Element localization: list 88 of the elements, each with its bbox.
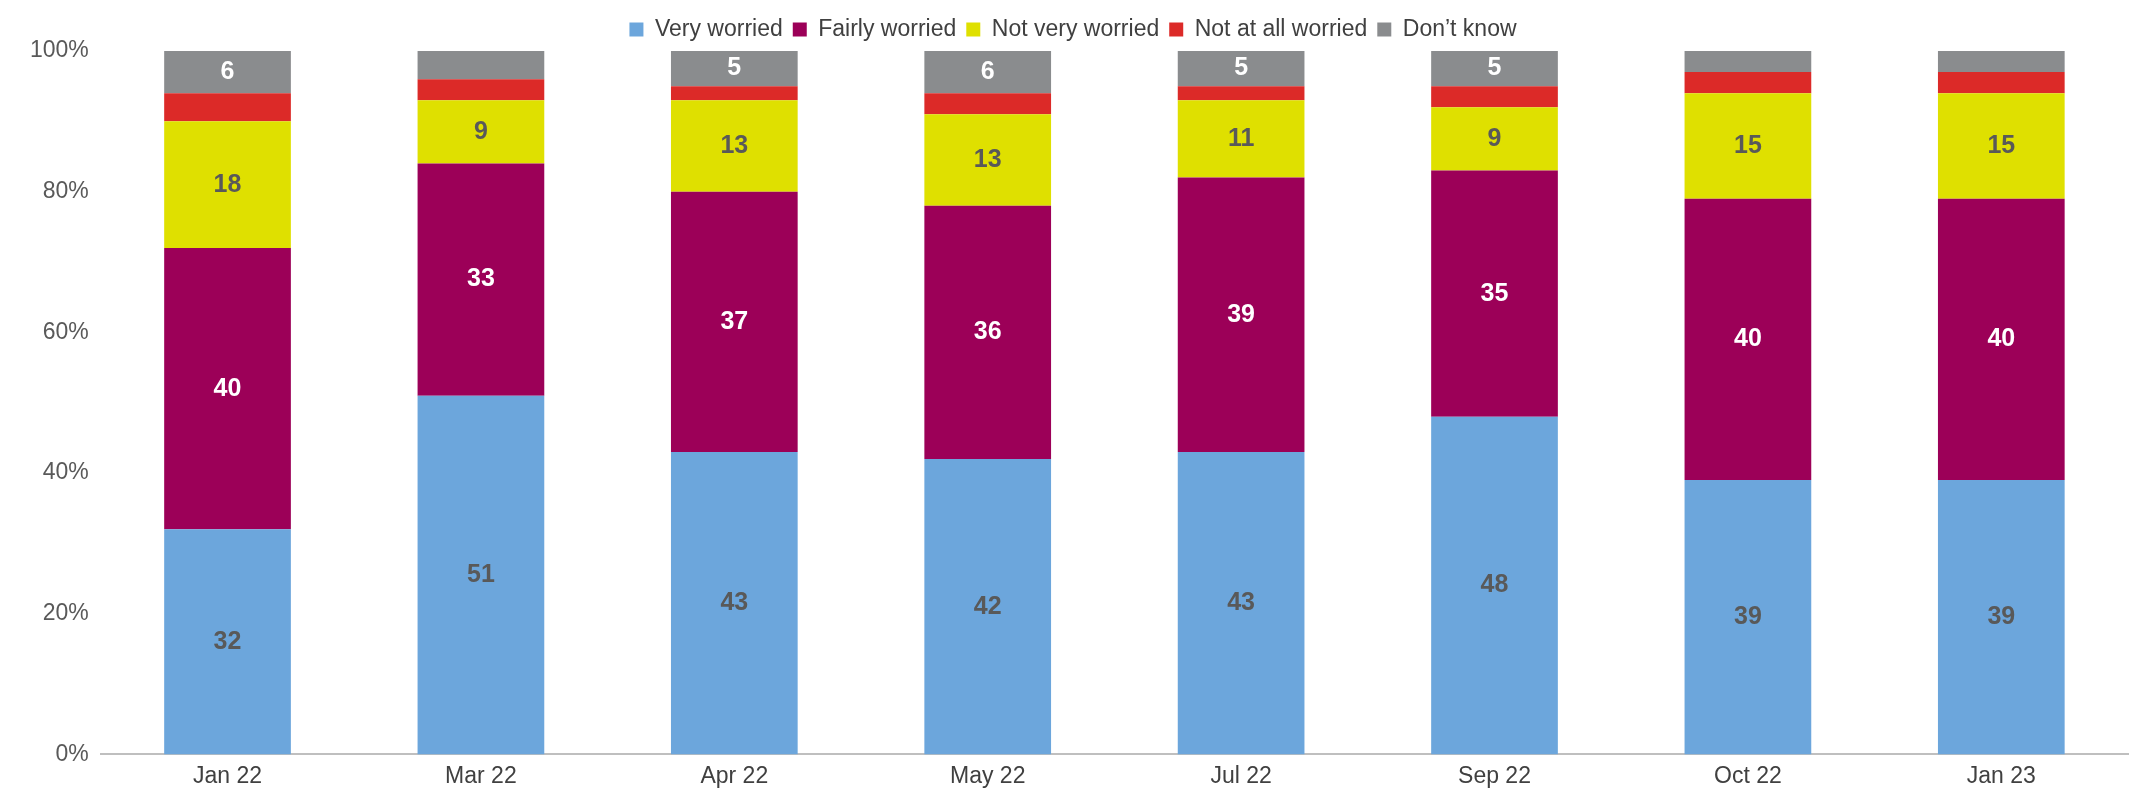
x-tick-label: Mar 22 xyxy=(445,761,517,788)
data-label: 9 xyxy=(1487,122,1502,151)
data-label: 51 xyxy=(467,558,495,587)
bar xyxy=(1431,86,1558,108)
bar xyxy=(417,163,545,396)
x-tick-label: Apr 22 xyxy=(700,761,769,788)
bar xyxy=(164,51,291,94)
data-label: 37 xyxy=(720,305,749,334)
legend-label: Not at all worried xyxy=(1194,14,1368,41)
bar xyxy=(1937,480,2065,755)
data-label: 40 xyxy=(213,372,242,401)
bar xyxy=(417,51,545,80)
bar xyxy=(924,114,1052,206)
bar xyxy=(670,451,798,755)
data-label: 39 xyxy=(1734,601,1762,630)
y-tick-label: 80% xyxy=(42,177,89,204)
legend-label: Don’t know xyxy=(1402,14,1517,41)
y-tick-label: 20% xyxy=(42,599,89,626)
legend-label: Fairly worried xyxy=(818,14,957,41)
y-tick-label: 100% xyxy=(30,36,89,63)
bar xyxy=(164,247,291,530)
data-label: 39 xyxy=(1987,601,2016,630)
data-label: 13 xyxy=(720,129,749,158)
bar xyxy=(1431,51,1558,87)
data-label: 6 xyxy=(980,55,995,84)
bar xyxy=(1684,198,1812,481)
bar xyxy=(1431,170,1558,417)
x-tick-label: Jan 23 xyxy=(1966,761,2036,788)
bar xyxy=(1431,107,1558,171)
bar xyxy=(1431,416,1558,755)
data-label: 11 xyxy=(1227,122,1255,151)
data-label: 42 xyxy=(973,590,1002,619)
data-label: 39 xyxy=(1227,298,1256,327)
data-label: 5 xyxy=(1234,52,1249,81)
x-tick-label: Sep 22 xyxy=(1458,761,1531,788)
data-label: 18 xyxy=(213,168,242,197)
data-label: 15 xyxy=(1734,129,1762,158)
data-label: 43 xyxy=(1227,587,1256,616)
bar xyxy=(1684,93,1812,199)
bar xyxy=(1177,177,1305,452)
bar xyxy=(1684,72,1812,94)
data-label: 48 xyxy=(1480,569,1509,598)
bar xyxy=(1177,86,1305,101)
bar xyxy=(670,191,798,452)
legend-label: Not very worried xyxy=(991,14,1160,41)
data-label: 5 xyxy=(727,52,742,81)
bar xyxy=(417,79,545,101)
bar xyxy=(417,395,545,755)
bar xyxy=(1177,100,1305,178)
y-tick-label: 0% xyxy=(55,739,89,766)
data-label: 33 xyxy=(467,263,495,292)
bar xyxy=(924,458,1052,755)
bar xyxy=(924,205,1052,459)
bar xyxy=(1937,51,2065,73)
bar xyxy=(1937,93,2065,199)
bar xyxy=(670,51,798,87)
y-tick-label: 40% xyxy=(42,458,89,485)
data-label: 32 xyxy=(213,625,242,654)
bar xyxy=(1937,72,2065,94)
x-tick-label: Jul 22 xyxy=(1210,761,1272,788)
bar xyxy=(924,93,1052,115)
bar xyxy=(670,100,798,192)
bar xyxy=(1177,51,1305,87)
data-label: 40 xyxy=(1734,323,1762,352)
data-label: 5 xyxy=(1487,52,1502,81)
data-label: 9 xyxy=(473,115,488,144)
legend-label: Very worried xyxy=(654,14,783,41)
x-tick-label: Oct 22 xyxy=(1714,761,1782,788)
bar xyxy=(1684,480,1812,755)
bar xyxy=(1937,198,2065,481)
bar xyxy=(924,51,1052,94)
bar xyxy=(417,100,545,164)
data-label: 13 xyxy=(973,143,1002,172)
data-label: 15 xyxy=(1987,129,2016,158)
bar xyxy=(670,86,798,101)
x-tick-label: May 22 xyxy=(950,761,1026,788)
bar xyxy=(164,529,291,755)
data-label: 35 xyxy=(1480,277,1509,306)
bar xyxy=(1684,51,1812,73)
bar xyxy=(164,121,291,248)
bar xyxy=(164,93,291,122)
y-tick-label: 60% xyxy=(42,317,89,344)
data-label: 43 xyxy=(720,587,749,616)
bar xyxy=(1177,451,1305,755)
data-label: 6 xyxy=(220,55,235,84)
data-label: 36 xyxy=(973,316,1002,345)
x-tick-label: Jan 22 xyxy=(192,761,263,788)
data-label: 40 xyxy=(1987,323,2016,352)
